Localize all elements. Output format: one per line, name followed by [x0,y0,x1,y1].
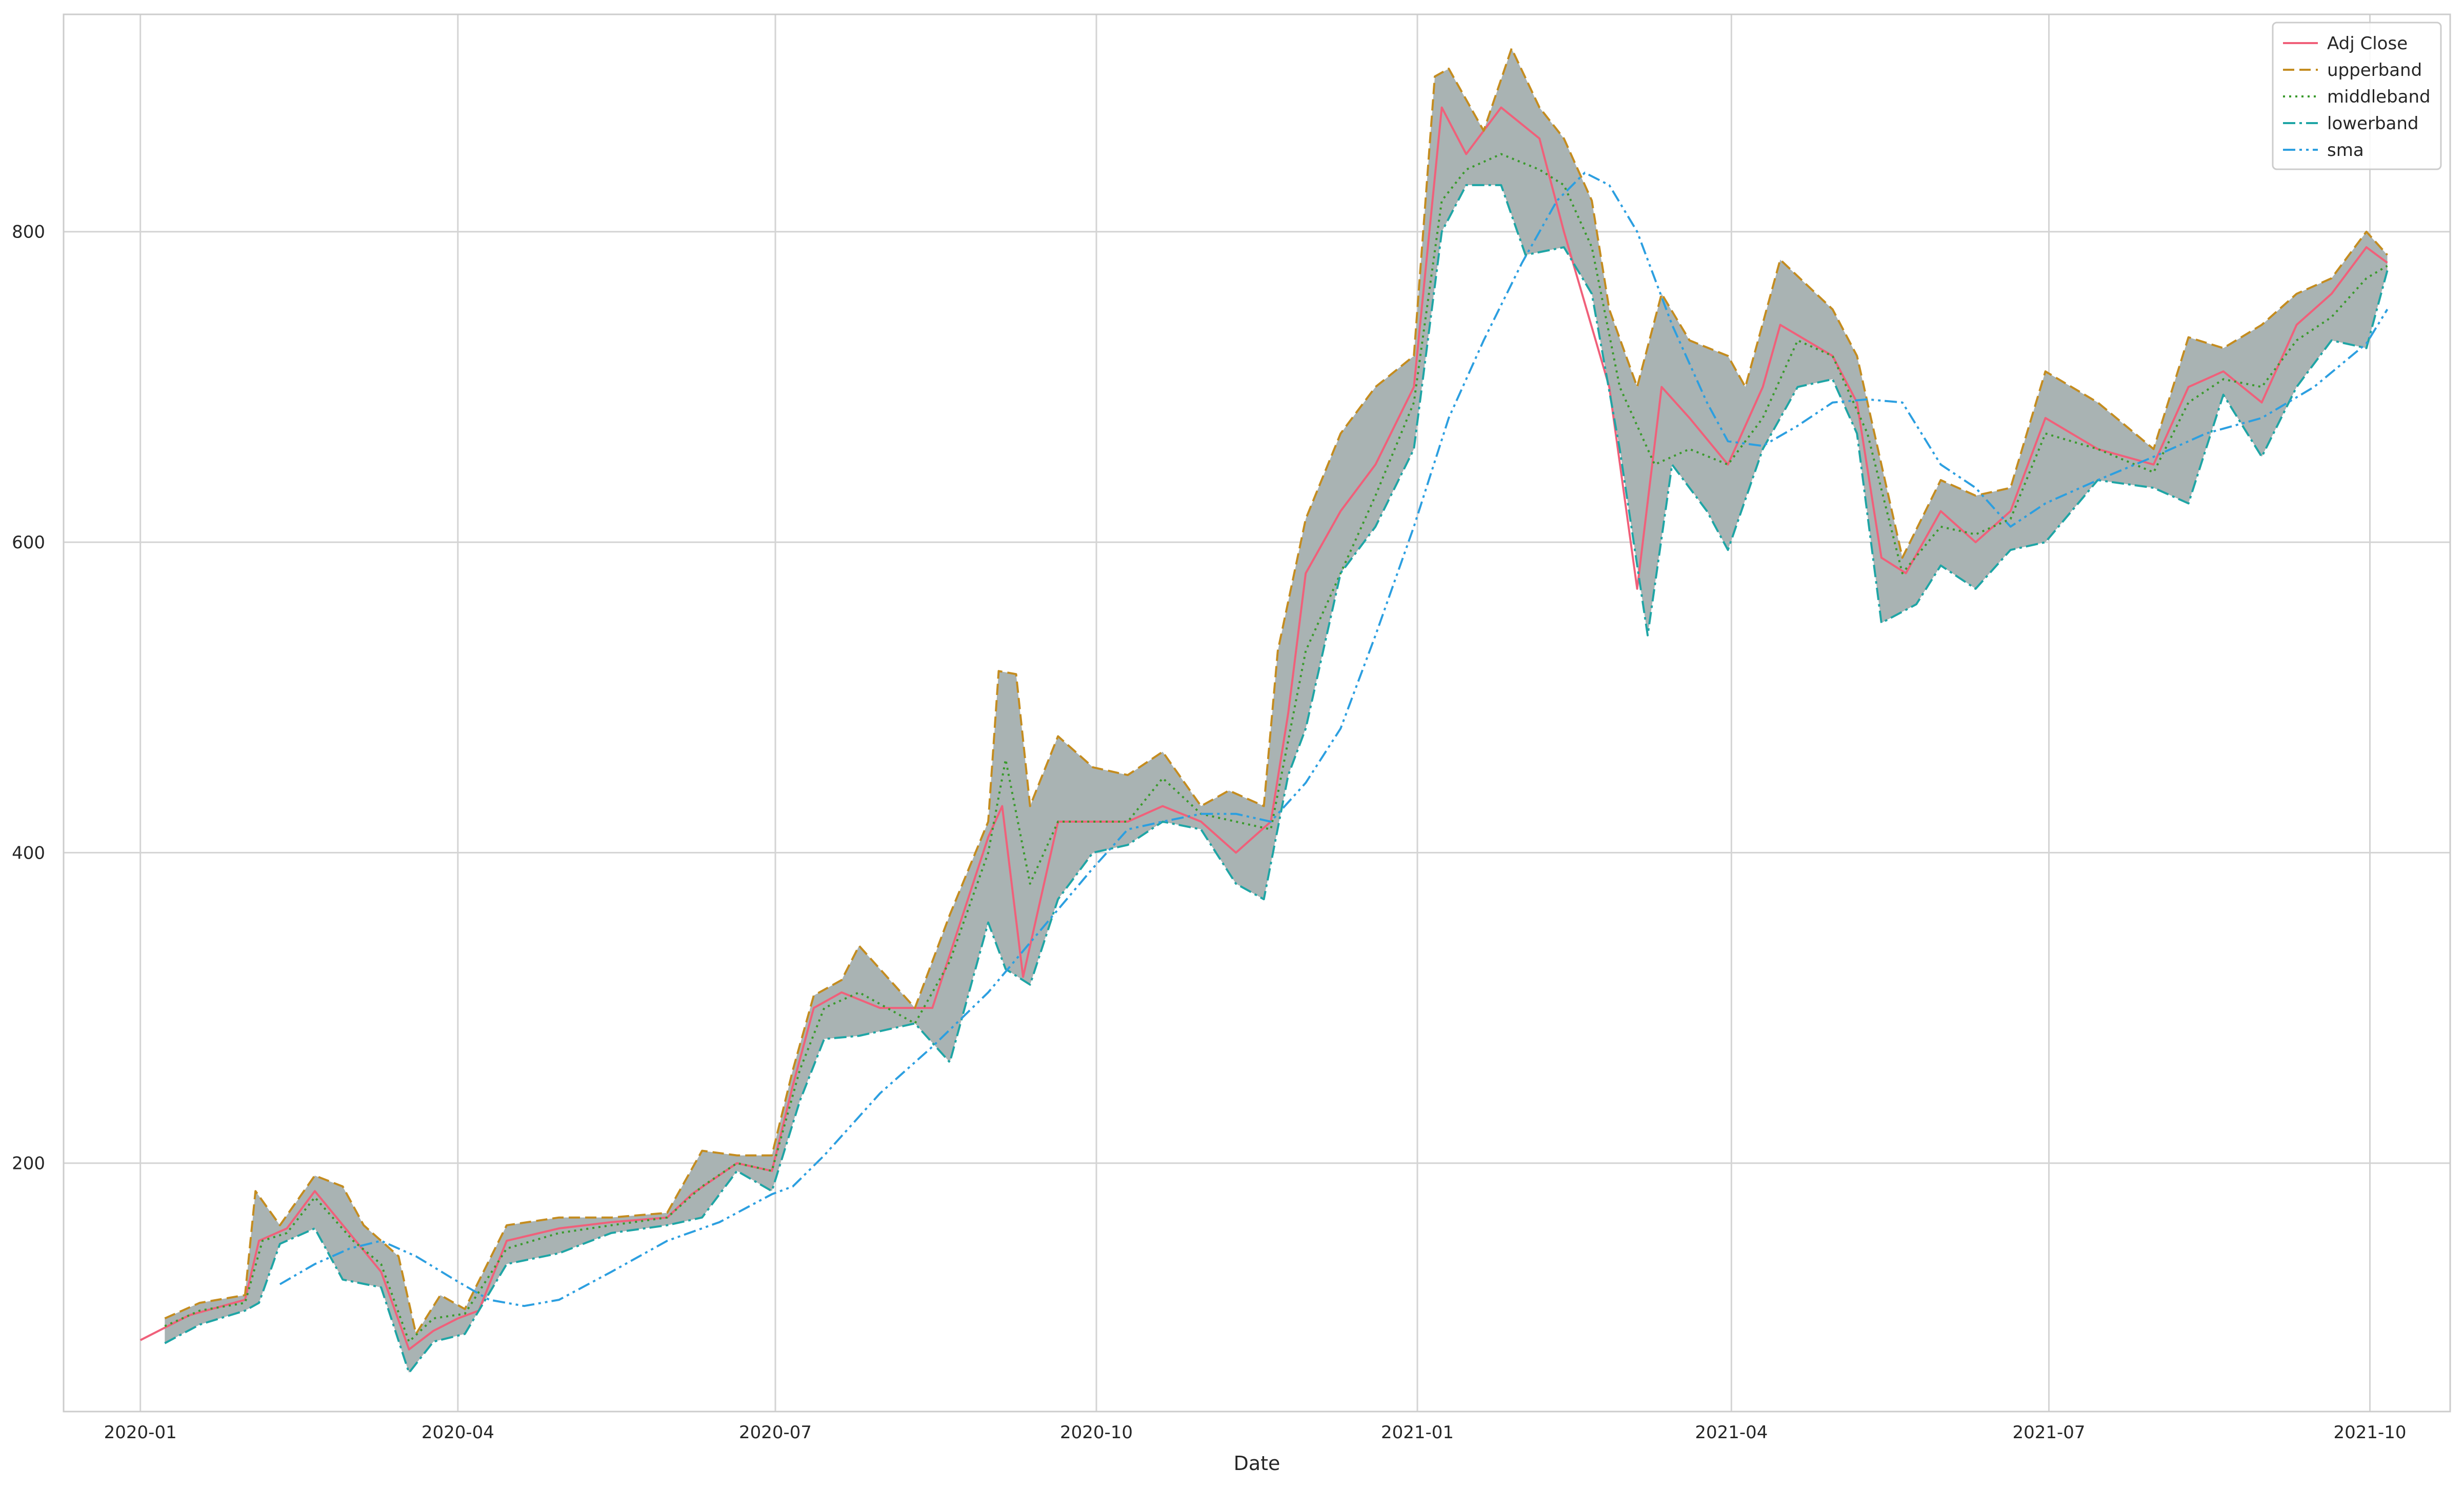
plot-frame [63,13,2451,1413]
legend-label: Adj Close [2327,33,2408,54]
x-tick-label: 2020-04 [422,1422,494,1443]
y-tick-label: 800 [12,222,45,243]
y-tick-label: 400 [12,843,45,863]
y-tick-label: 600 [12,532,45,553]
series-line-sma [279,171,2389,1307]
tick-label-layer: 2020-01 2020-04 2020-07 2020-10 2021-01 2021-… [12,222,2406,1443]
legend-label: sma [2327,140,2364,161]
band-fill-layer [165,48,2388,1373]
legend-label: middleband [2327,87,2431,107]
y-tick-label: 200 [12,1154,45,1174]
x-tick-label: 2020-07 [739,1422,812,1443]
bollinger-band-fill [165,48,2388,1373]
x-tick-label: 2020-10 [1060,1422,1133,1443]
x-axis-label: Date [1234,1452,1280,1475]
x-tick-label: 2020-01 [104,1422,177,1443]
x-tick-label: 2021-04 [1695,1422,1768,1443]
series-line-lowerband [164,184,2389,1374]
x-tick-label: 2021-07 [2012,1422,2085,1443]
legend: Adj Close upperband middleband lowerband sma [2272,22,2442,170]
legend-label: upperband [2327,60,2422,81]
legend-label: lowerband [2327,113,2419,134]
legend-box [2272,22,2442,170]
series-layer [139,47,2389,1374]
series-line-adj-close [139,106,2388,1351]
x-tick-label: 2021-10 [2333,1422,2406,1443]
x-tick-label: 2021-01 [1381,1422,1454,1443]
series-line-upperband [164,47,2388,1335]
